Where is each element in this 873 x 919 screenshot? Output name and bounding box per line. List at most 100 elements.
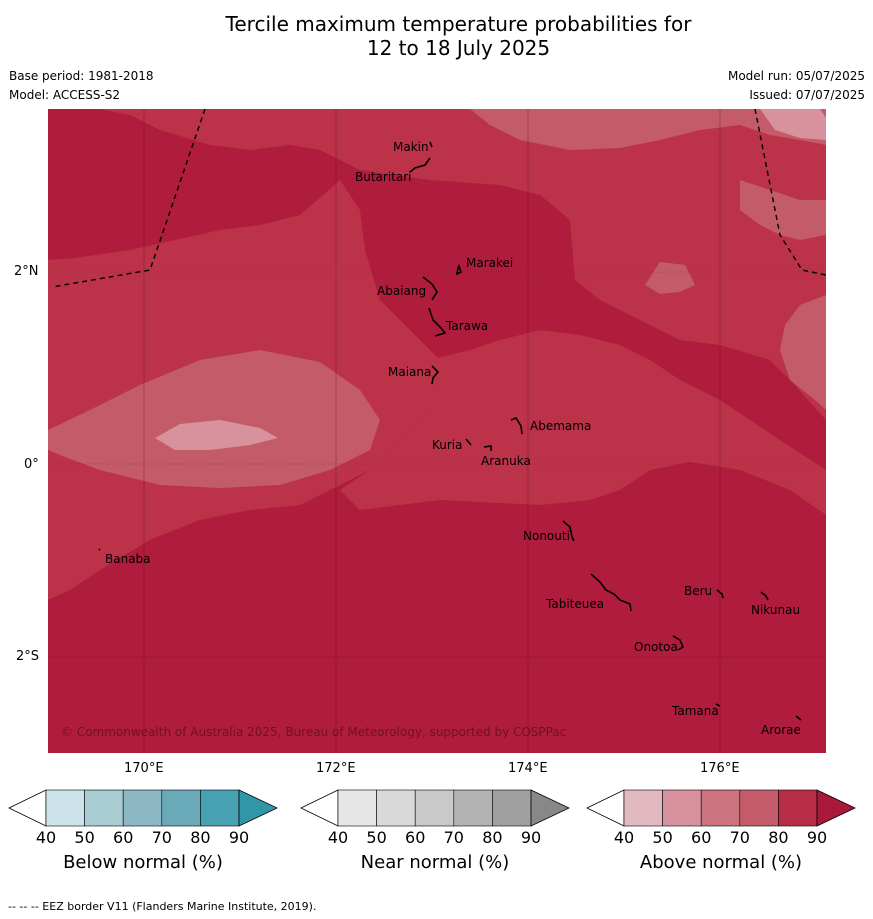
colorbar-segment xyxy=(778,789,818,827)
region-70-spot xyxy=(645,262,695,294)
copyright-text: © Commonwealth of Australia 2025, Bureau… xyxy=(61,725,566,739)
label-tarawa: Tarawa xyxy=(445,319,488,333)
region-70-north xyxy=(470,109,826,150)
colorbar-tick-label: 90 xyxy=(520,828,542,847)
label-abaiang: Abaiang xyxy=(377,284,426,298)
label-makin: Makin xyxy=(393,140,429,154)
model-text: Model: ACCESS-S2 xyxy=(9,88,121,102)
region-80-east xyxy=(340,330,826,515)
colorbar-tick-label: 70 xyxy=(443,828,464,847)
colorbar-segment xyxy=(84,789,124,827)
title-line-2: 12 to 18 July 2025 xyxy=(366,36,551,60)
island-marakei xyxy=(455,263,462,276)
island-beru xyxy=(716,589,724,599)
island-abaiang xyxy=(422,276,438,301)
colorbar-segment xyxy=(161,789,201,827)
colorbar-tick-label: 80 xyxy=(190,828,211,847)
island-kuria xyxy=(465,438,472,446)
island-tarawa xyxy=(428,307,447,337)
colorbar-tick-label: 80 xyxy=(768,828,789,847)
colorbar-tick-label: 40 xyxy=(35,828,57,847)
island-tamana xyxy=(715,703,721,707)
colorbar-tick-label: 70 xyxy=(729,828,750,847)
lon-tick-172e: 172°E xyxy=(316,761,356,776)
label-beru: Beru xyxy=(684,584,712,598)
label-tamana: Tamana xyxy=(671,704,719,718)
colorbar-near-normal: 40 50 60 70 80 90 Near normal (%) xyxy=(300,788,575,873)
colorbar-segment xyxy=(45,789,85,827)
lat-tick-2n: 2°N xyxy=(14,264,39,279)
colorbar-above-normal: 40 50 60 70 80 90 Above normal (%) xyxy=(586,788,861,873)
label-tabiteuea: Tabiteuea xyxy=(545,597,604,611)
label-marakei: Marakei xyxy=(466,256,513,270)
label-butaritari: Butaritari xyxy=(355,170,412,184)
colorbar-tick-label: 50 xyxy=(652,828,673,847)
colorbar-segment xyxy=(816,789,856,827)
island-maiana xyxy=(431,365,440,385)
colorbar-segment xyxy=(300,789,339,827)
colorbar-segment xyxy=(623,789,663,827)
colorbar-segment xyxy=(700,789,741,827)
title-line-1: Tercile maximum temperature probabilitie… xyxy=(225,12,692,36)
island-nonouti xyxy=(562,520,575,542)
region-60-north xyxy=(760,109,826,140)
model-run-text: Model run: 05/07/2025 xyxy=(727,69,865,83)
island-banaba xyxy=(98,548,101,551)
colorbar-segment xyxy=(662,789,702,827)
label-maiana: Maiana xyxy=(388,365,431,379)
colorbar-title: Near normal (%) xyxy=(360,852,510,873)
colorbar-segment xyxy=(337,789,377,827)
region-70-east-north xyxy=(740,180,826,240)
lat-tick-0: 0° xyxy=(24,457,39,472)
colorbar-tick-label: 50 xyxy=(366,828,387,847)
probability-map: Makin Butaritari Marakei Abaiang Tarawa … xyxy=(48,108,827,753)
colorbar-tick-label: 90 xyxy=(228,828,250,847)
colorbar-tick-label: 60 xyxy=(405,828,426,847)
island-outlines xyxy=(98,141,802,721)
island-abemama xyxy=(510,417,523,435)
issued-text: Issued: 07/07/2025 xyxy=(749,88,865,102)
colorbar-segment xyxy=(492,789,532,827)
island-makin xyxy=(429,141,433,148)
label-kuria: Kuria xyxy=(432,438,463,452)
label-banaba: Banaba xyxy=(105,552,151,566)
colorbar-tick-label: 40 xyxy=(613,828,635,847)
label-abemama: Abemama xyxy=(530,419,591,433)
eez-footnote: -- -- -- EEZ border V11 (Flanders Marine… xyxy=(8,900,317,913)
label-onotoa: Onotoa xyxy=(634,640,678,654)
region-70-east xyxy=(780,295,826,410)
colorbar-tick-label: 80 xyxy=(482,828,503,847)
base-period-text: Base period: 1981-2018 xyxy=(9,69,154,83)
label-aranuka: Aranuka xyxy=(481,454,531,468)
island-butaritari xyxy=(409,157,431,173)
island-arorae xyxy=(795,715,802,721)
lat-tick-2s: 2°S xyxy=(16,649,40,664)
colorbar-segment xyxy=(238,789,278,827)
colorbar-title: Below normal (%) xyxy=(63,852,223,873)
colorbar-tick-label: 90 xyxy=(806,828,828,847)
island-aranuka xyxy=(483,445,492,451)
region-80-north xyxy=(100,109,826,420)
colorbar-segment xyxy=(376,789,416,827)
colorbar-segment xyxy=(530,789,570,827)
colorbar-segment xyxy=(739,789,779,827)
label-nikunau: Nikunau xyxy=(751,603,800,617)
island-onotoa xyxy=(672,635,685,651)
colorbar-segment xyxy=(200,789,240,827)
gridlines xyxy=(48,109,826,753)
colorbar-tick-label: 60 xyxy=(691,828,712,847)
colorbar-segment xyxy=(122,789,163,827)
colorbar-below-normal: 40 50 60 70 80 90 Below normal (%) xyxy=(8,788,283,873)
colorbar-tick-label: 50 xyxy=(74,828,95,847)
island-tabiteuea xyxy=(590,573,632,612)
colorbar-segment xyxy=(414,789,455,827)
eez-border xyxy=(51,108,827,288)
colorbar-segment xyxy=(453,789,493,827)
region-60-west xyxy=(155,420,278,450)
label-nonouti: Nonouti xyxy=(523,529,570,543)
colorbar-tick-label: 40 xyxy=(327,828,349,847)
island-nikunau xyxy=(760,591,769,601)
lon-tick-176e: 176°E xyxy=(700,761,740,776)
colorbar-tick-label: 60 xyxy=(113,828,134,847)
colorbar-tick-label: 70 xyxy=(151,828,172,847)
